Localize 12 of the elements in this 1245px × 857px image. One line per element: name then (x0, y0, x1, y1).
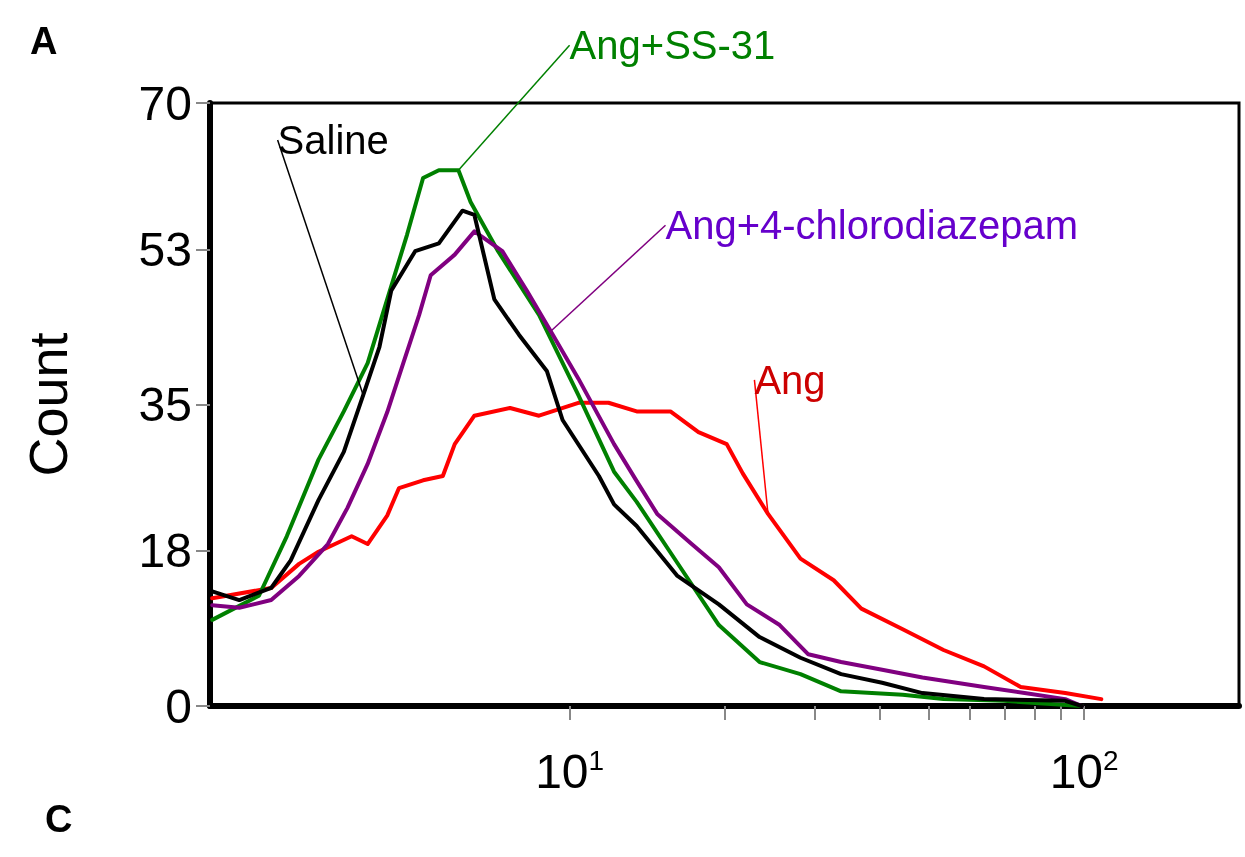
y-tick-label: 18 (138, 524, 192, 578)
y-tick-label: 35 (138, 378, 192, 431)
y-tick-label: 0 (165, 679, 192, 733)
text: Ang+SS-31 (569, 23, 776, 68)
y-axis-title: Count (18, 332, 78, 477)
y-tick-label: 53 (138, 222, 192, 276)
text: Saline (277, 118, 389, 163)
text: A (30, 20, 58, 62)
y-tick-label: 70 (138, 76, 192, 130)
text: Ang+4-chlorodiazepam (665, 203, 1078, 248)
series-label: Ang (754, 357, 826, 402)
text: C (45, 798, 73, 840)
